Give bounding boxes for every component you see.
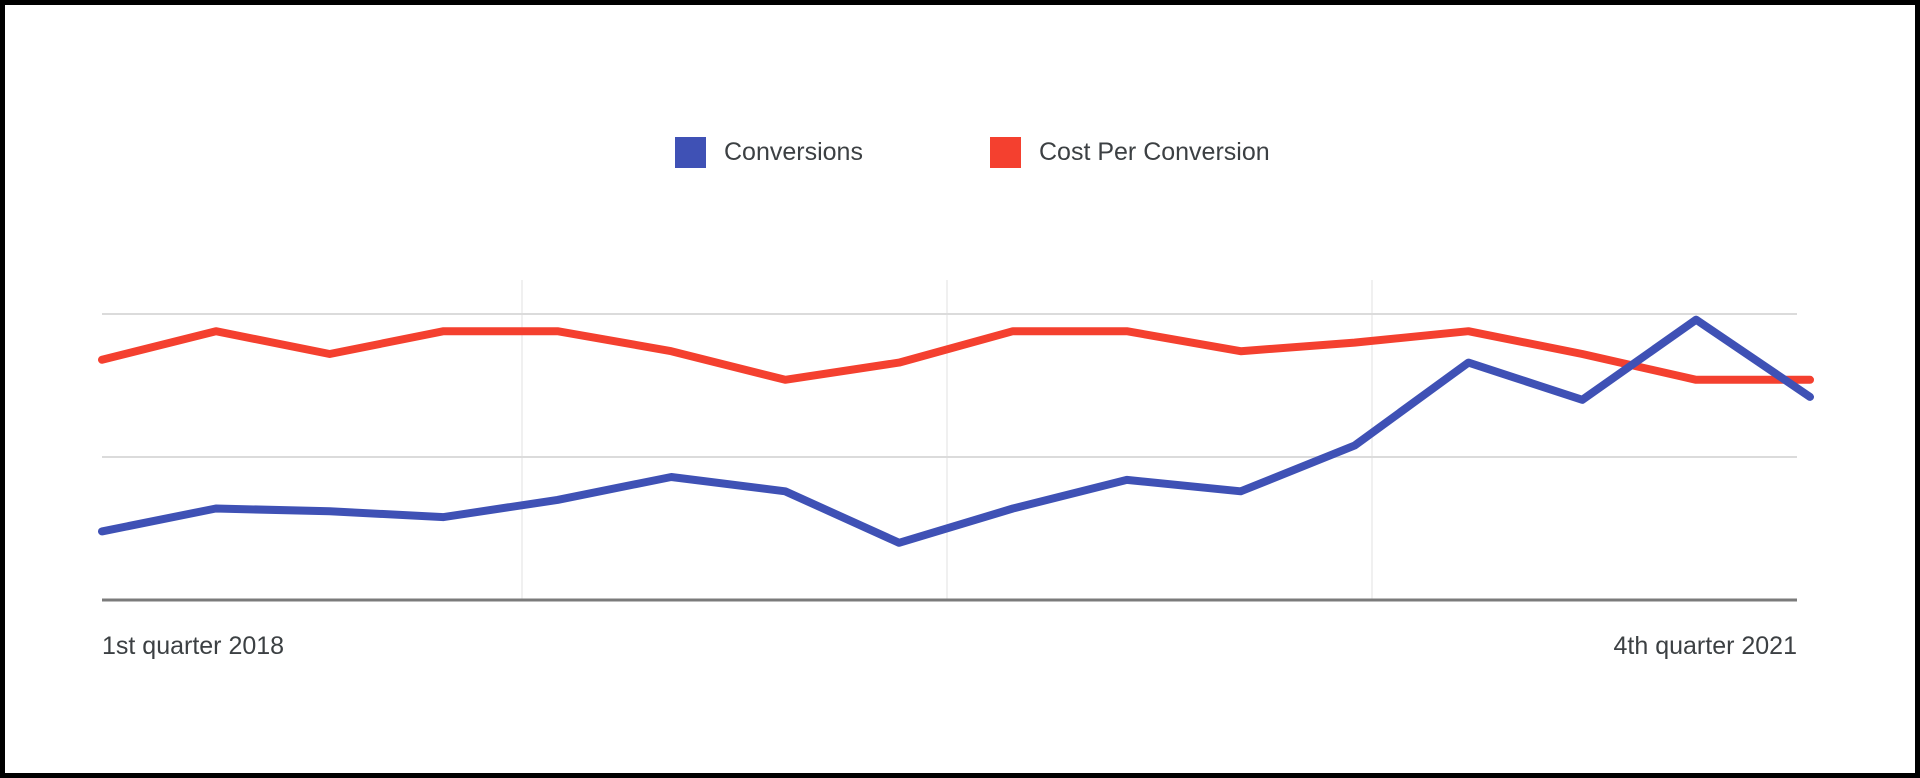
conversions-line[interactable] bbox=[98, 315, 1814, 547]
legend-item-cost-per-conversion[interactable]: Cost Per Conversion bbox=[990, 137, 1270, 168]
conversions-swatch bbox=[675, 137, 706, 168]
legend-label-conversions: Conversions bbox=[724, 138, 863, 166]
legend-label-cost-per-conversion: Cost Per Conversion bbox=[1039, 138, 1270, 166]
x-axis-end-label: 4th quarter 2021 bbox=[1613, 632, 1797, 660]
x-axis-start-label: 1st quarter 2018 bbox=[102, 632, 285, 660]
cost-per-conversion-line[interactable] bbox=[98, 327, 1814, 384]
cost-per-conversion-swatch bbox=[990, 137, 1021, 168]
legend-item-conversions[interactable]: Conversions bbox=[675, 137, 863, 168]
